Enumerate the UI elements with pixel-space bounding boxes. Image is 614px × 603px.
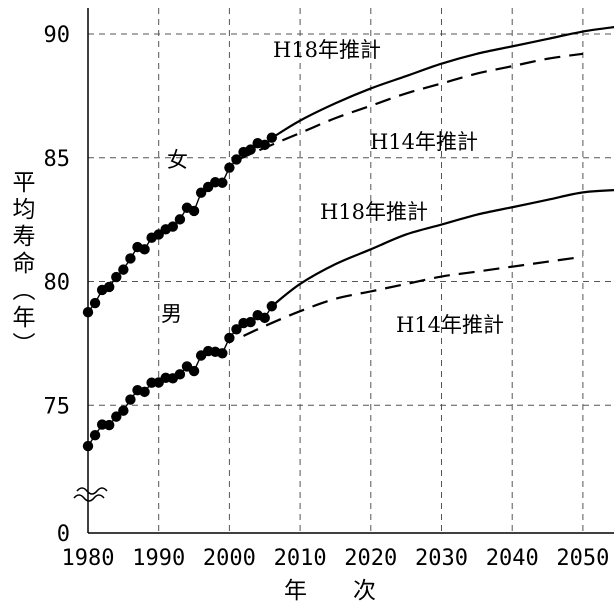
y-tick-label: 85 — [44, 147, 71, 172]
x-tick-label: 2010 — [274, 546, 327, 571]
data-point — [174, 369, 186, 380]
axis-break-icon — [73, 487, 108, 502]
data-point — [89, 429, 101, 441]
data-point — [266, 301, 278, 312]
y-tick-label: 80 — [44, 271, 71, 296]
data-point — [111, 411, 122, 422]
x-tick-label: 1990 — [132, 546, 185, 571]
data-point — [259, 312, 270, 324]
data-point — [118, 264, 129, 275]
data-point — [82, 306, 94, 318]
data-point — [259, 139, 270, 151]
data-point — [167, 221, 179, 232]
x-tick-labels: 1980 1990 2000 2010 2020 2030 2040 2050 — [62, 546, 610, 571]
y-tick-label: 75 — [44, 394, 71, 419]
series-line — [271, 26, 614, 139]
series-line — [243, 255, 584, 337]
data-point — [104, 419, 115, 431]
y-tick-label: 90 — [44, 23, 71, 48]
x-tick-label: 1980 — [62, 546, 115, 571]
male-h14-label: H14年推計 — [396, 313, 504, 337]
x-tick-label: 2050 — [556, 546, 609, 571]
y-tick-labels: 0 75 80 85 90 — [44, 23, 71, 547]
series-line — [271, 189, 614, 308]
data-point — [125, 394, 136, 405]
series-lines — [87, 26, 614, 447]
grid-lines — [88, 8, 614, 533]
data-point — [224, 162, 235, 173]
data-points — [82, 132, 278, 452]
data-point — [266, 132, 278, 143]
data-point — [217, 177, 228, 188]
female-label: 女 — [167, 148, 188, 172]
y-tick-label: 0 — [57, 522, 70, 547]
data-point — [195, 187, 207, 198]
x-axis-title: 年 次 — [284, 578, 376, 603]
data-point — [174, 214, 186, 225]
axes — [73, 8, 614, 534]
data-point — [139, 386, 150, 398]
data-point — [217, 348, 228, 359]
x-tick-label: 2040 — [486, 546, 539, 571]
data-point — [111, 271, 122, 283]
x-tick-label: 2020 — [344, 546, 397, 571]
data-point — [82, 440, 94, 452]
x-tick-label: 2030 — [415, 546, 468, 571]
male-label: 男 — [161, 302, 182, 326]
data-point — [188, 365, 200, 377]
series-line — [236, 52, 584, 162]
data-point — [139, 244, 150, 255]
data-point — [224, 332, 235, 344]
x-tick-label: 2000 — [203, 546, 256, 571]
data-point — [245, 144, 256, 155]
y-axis-title: 平均寿命（年） — [8, 170, 36, 359]
data-point — [118, 405, 129, 416]
female-h18-label: H18年推計 — [273, 38, 381, 62]
data-point — [188, 205, 200, 217]
data-point — [245, 316, 256, 328]
data-point — [125, 253, 136, 264]
data-point — [104, 281, 115, 293]
data-point — [231, 154, 242, 165]
female-h14-label: H14年推計 — [370, 130, 478, 154]
data-point — [89, 297, 101, 309]
male-h18-label: H18年推計 — [320, 200, 428, 224]
data-point — [231, 324, 242, 335]
